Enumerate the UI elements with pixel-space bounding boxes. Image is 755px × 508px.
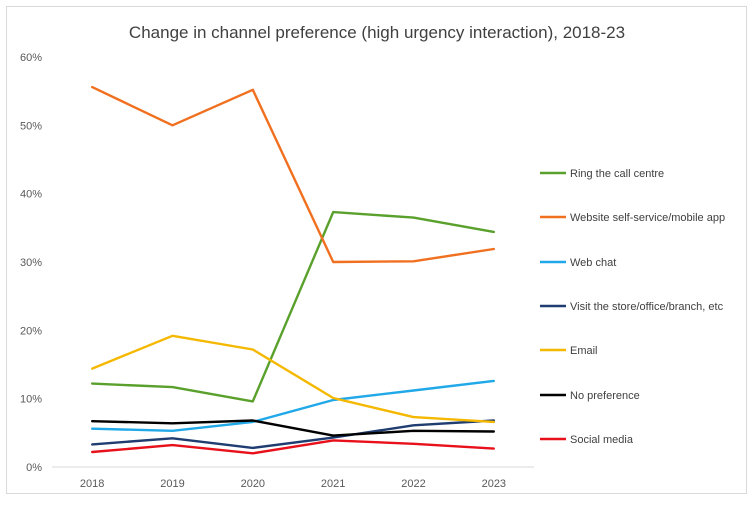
chart-title: Change in channel preference (high urgen… (129, 23, 625, 42)
series-line-3 (90, 419, 495, 450)
x-tick-label: 2020 (241, 478, 265, 490)
series-line-0 (90, 210, 495, 403)
y-tick-label: 30% (20, 257, 42, 269)
y-tick-label: 50% (20, 120, 42, 132)
y-tick-label: 40% (20, 189, 42, 201)
y-tick-label: 60% (20, 52, 42, 64)
legend-label-2: Web chat (570, 257, 616, 269)
legend-label-5: No preference (570, 390, 640, 402)
legend-label-1: Website self-service/mobile app (570, 212, 725, 224)
x-tick-label: 2021 (321, 478, 345, 490)
chart-frame (6, 6, 747, 494)
y-tick-label: 20% (20, 325, 42, 337)
x-tick-label: 2023 (482, 478, 506, 490)
x-tick-label: 2019 (160, 478, 184, 490)
series-line-5 (90, 419, 495, 437)
legend-label-4: Email (570, 345, 598, 357)
axes: 0% 10% 20% 30% 40% 50% 60% 2018 2019 2020 2021 2022… (20, 52, 534, 490)
legend: Ring the call centre Website self-service… (540, 168, 725, 446)
y-tick-label: 0% (26, 462, 42, 474)
x-tick-label: 2022 (401, 478, 425, 490)
x-tick-label: 2018 (80, 478, 104, 490)
legend-label-3: Visit the store/office/branch, etc (570, 301, 724, 313)
series-line-6 (90, 439, 495, 455)
legend-label-0: Ring the call centre (570, 168, 664, 180)
series-lines (90, 85, 495, 455)
series-line-4 (90, 334, 495, 424)
series-line-2 (90, 379, 495, 432)
series-line-1 (90, 85, 495, 264)
legend-label-6: Social media (570, 434, 634, 446)
y-tick-label: 10% (20, 394, 42, 406)
